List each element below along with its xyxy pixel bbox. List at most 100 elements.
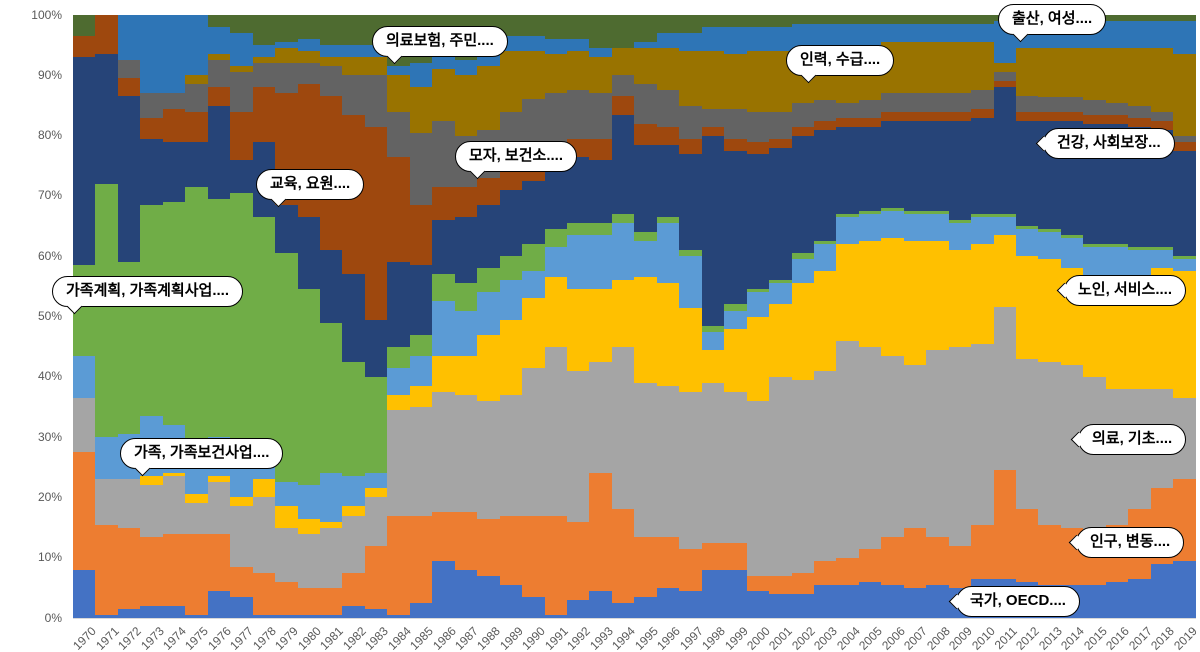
- bar-segment: [566, 90, 590, 139]
- bar-segment: [432, 301, 455, 356]
- y-tick-label: 70%: [37, 188, 62, 203]
- bar-segment: [1173, 21, 1196, 55]
- bar-segment: [409, 205, 433, 266]
- bar-segment: [387, 367, 410, 395]
- bar-segment: [140, 605, 163, 618]
- bar-segment: [589, 361, 612, 474]
- y-tick-label: 50%: [37, 309, 62, 323]
- bar-segment: [522, 515, 545, 597]
- bar-segment: [769, 593, 792, 618]
- bar-segment: [544, 247, 567, 278]
- stacked-column-2008: [926, 15, 949, 618]
- bar-segment: [454, 310, 478, 356]
- bar-segment: [275, 63, 298, 94]
- bar-segment: [813, 584, 837, 618]
- bar-segment: [611, 75, 635, 97]
- bar-segment: [207, 476, 231, 483]
- bar-segment: [207, 533, 231, 591]
- bar-segment: [499, 256, 523, 281]
- bar-segment: [656, 90, 680, 127]
- bar-segment: [1173, 150, 1196, 257]
- bar-segment: [724, 108, 747, 139]
- bar-segment: [342, 57, 365, 76]
- bar-segment: [499, 15, 523, 37]
- bar-segment: [275, 527, 298, 582]
- bar-segment: [746, 590, 770, 618]
- stacked-column-1977: [230, 15, 253, 618]
- bar-segment: [724, 138, 747, 151]
- bar-segment: [364, 57, 388, 76]
- bar-segment: [1016, 509, 1039, 582]
- y-tick-label: 30%: [37, 429, 62, 444]
- bar-segment: [230, 66, 253, 73]
- bar-segment: [297, 217, 320, 290]
- bar-segment: [679, 256, 702, 308]
- bar-segment: [544, 15, 567, 40]
- bar-segment: [1038, 48, 1061, 97]
- bar-segment: [791, 253, 814, 260]
- bar-segment: [544, 168, 567, 230]
- bar-segment: [432, 274, 455, 302]
- bar-segment: [185, 111, 208, 142]
- bar-segment: [813, 99, 837, 121]
- stacked-column-1989: [499, 15, 523, 618]
- bar-segment: [207, 87, 231, 106]
- bar-segment: [432, 120, 455, 187]
- bar-segment: [207, 15, 231, 28]
- bar-segment: [409, 87, 433, 133]
- bar-segment: [1083, 48, 1106, 100]
- bar-segment: [297, 518, 320, 534]
- bar-segment: [701, 15, 725, 28]
- bar-segment: [275, 581, 298, 615]
- bar-segment: [1105, 247, 1129, 284]
- bar-segment: [252, 87, 276, 142]
- bar-segment: [656, 217, 680, 224]
- bar-segment: [207, 198, 231, 438]
- bar-segment: [342, 506, 365, 516]
- bar-segment: [903, 15, 927, 25]
- stacked-column-1991: [544, 15, 567, 618]
- bar-segment: [185, 615, 208, 618]
- bar-segment: [769, 376, 792, 576]
- bar-segment: [117, 527, 141, 609]
- bar-segment: [1016, 226, 1039, 230]
- bar-segment: [926, 93, 949, 112]
- y-tick-label: 40%: [37, 369, 62, 384]
- bar-segment: [454, 75, 478, 136]
- bar-segment: [95, 54, 118, 184]
- bar-segment: [1105, 244, 1129, 248]
- series-callout: 의료보험, 주민....: [372, 26, 508, 65]
- bar-segment: [477, 66, 500, 130]
- bar-segment: [589, 289, 612, 362]
- bar-segment: [409, 334, 433, 356]
- bar-segment: [769, 111, 792, 139]
- bar-segment: [701, 331, 725, 350]
- series-callout: 출산, 여성....: [998, 4, 1107, 43]
- series-callout: 노인, 서비스....: [1056, 275, 1187, 306]
- bar-segment: [319, 615, 343, 618]
- bar-segment: [1105, 388, 1129, 525]
- bar-segment: [813, 244, 837, 272]
- bar-segment: [499, 584, 523, 618]
- bar-segment: [903, 211, 927, 215]
- bar-segment: [207, 482, 231, 534]
- bar-segment: [948, 250, 972, 347]
- bar-segment: [252, 45, 276, 58]
- bar-segment: [230, 497, 253, 507]
- bar-segment: [611, 114, 635, 215]
- bar-segment: [252, 615, 276, 618]
- bar-segment: [342, 361, 365, 477]
- stacked-column-2011: [993, 15, 1017, 618]
- bar-segment: [836, 217, 859, 245]
- bar-segment: [499, 51, 523, 112]
- bar-segment: [724, 54, 747, 109]
- stacked-column-1981: [319, 15, 343, 618]
- bar-segment: [813, 271, 837, 371]
- series-callout: 교육, 요원....: [256, 169, 365, 208]
- bar-segment: [948, 111, 972, 121]
- stacked-column-1997: [679, 15, 702, 618]
- bar-segment: [1083, 114, 1106, 124]
- bar-segment: [1173, 135, 1196, 142]
- series-callout: 인력, 수급....: [786, 45, 895, 84]
- bar-segment: [387, 75, 410, 112]
